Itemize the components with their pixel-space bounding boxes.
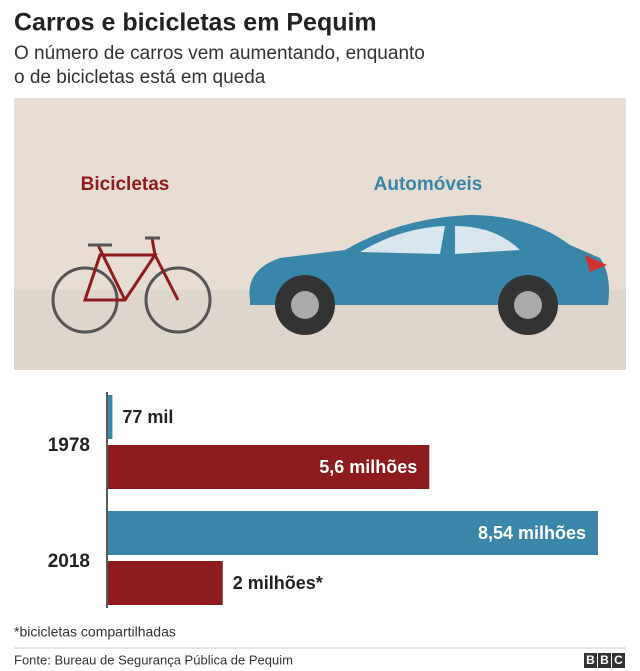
bar — [108, 395, 113, 439]
logo-letter: B — [586, 653, 595, 667]
subtitle: O número de carros vem aumentando, enqua… — [14, 43, 425, 64]
chart-title: Carros e bicicletas em Pequim — [14, 9, 377, 37]
legend-label: Automóveis — [374, 174, 483, 195]
category-label: 1978 — [48, 435, 90, 456]
value-label: 77 mil — [122, 407, 173, 427]
value-label: 5,6 milhões — [319, 457, 417, 477]
value-label: 2 milhões* — [233, 573, 323, 593]
logo-letter: C — [614, 653, 623, 667]
bar — [108, 445, 430, 489]
category-label: 2018 — [48, 551, 90, 572]
logo-box — [598, 653, 611, 668]
footnote: *bicicletas compartilhadas — [14, 624, 176, 640]
value-label: 8,54 milhões — [478, 523, 586, 543]
logo-letter: B — [600, 653, 609, 667]
bar — [108, 511, 598, 555]
legend-label: Bicicletas — [81, 174, 170, 195]
illustration — [14, 98, 626, 370]
bar — [108, 561, 223, 605]
logo-box — [612, 653, 625, 668]
subtitle: o de bicicletas está em queda — [14, 67, 266, 88]
logo-box — [584, 653, 597, 668]
source: Fonte: Bureau de Segurança Pública de Pe… — [14, 652, 293, 667]
